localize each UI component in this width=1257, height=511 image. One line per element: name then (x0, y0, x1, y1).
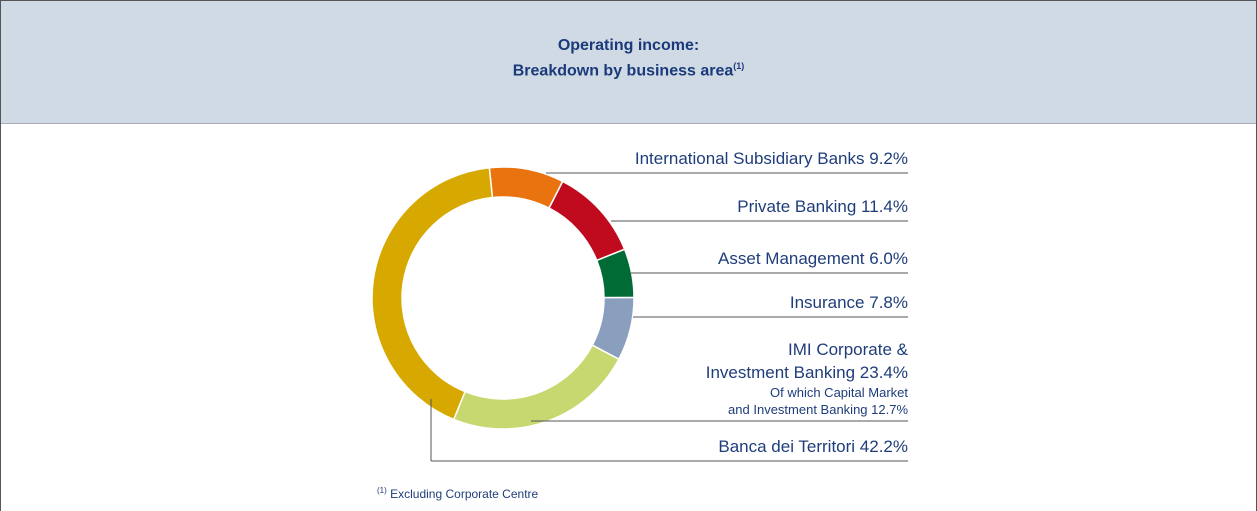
value-label: 6.0% (869, 249, 908, 268)
category-label: IMI Corporate & Investment Banking 23.4%… (706, 338, 908, 418)
footnote-marker: (1) (377, 486, 387, 495)
category-label: Insurance 7.8% (790, 291, 908, 314)
donut-segment (452, 344, 620, 430)
category-label: Private Banking 11.4% (737, 195, 908, 218)
title-note: (1) (733, 61, 745, 71)
value-label: 11.4% (861, 197, 908, 216)
value-label: 23.4% (859, 363, 908, 382)
donut-segment (371, 166, 494, 421)
category-name: Banca dei Territori (718, 437, 856, 456)
value-label: 42.2% (859, 437, 908, 456)
chart-title: Operating income: Breakdown by business … (1, 35, 1256, 81)
value-label: 7.8% (869, 293, 908, 312)
footnote-text: Excluding Corporate Centre (390, 487, 539, 501)
category-name: International Subsidiary Banks (634, 149, 865, 168)
category-name: Asset Management (718, 249, 865, 268)
title-text: Operating income: Breakdown by business … (512, 37, 734, 80)
annotation: Of which Capital Market and Investment B… (728, 385, 908, 417)
category-label: Asset Management 6.0% (718, 247, 908, 270)
header-band: Operating income: Breakdown by business … (1, 1, 1256, 124)
category-label: Banca dei Territori 42.2% (718, 435, 908, 458)
value-label: 9.2% (869, 149, 908, 168)
footnote: (1) Excluding Corporate Centre (377, 486, 538, 501)
category-name: Insurance (789, 293, 865, 312)
category-name: IMI Corporate & Investment Banking (705, 340, 908, 382)
category-name: Private Banking (737, 197, 857, 216)
category-label: International Subsidiary Banks 9.2% (635, 147, 908, 170)
